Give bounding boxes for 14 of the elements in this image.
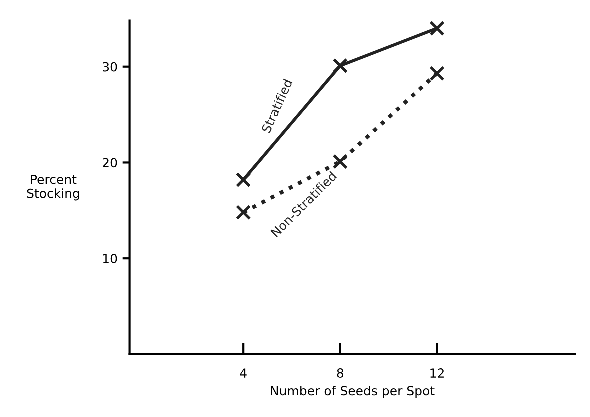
point [332, 154, 348, 170]
y-tick-label: 30 [103, 62, 118, 72]
point [430, 20, 445, 36]
point [236, 204, 252, 220]
point [332, 58, 348, 74]
x-tick-label: 4 [240, 368, 247, 378]
y-tick-label: 10 [103, 254, 118, 264]
y-axis-title: Percent Stocking [27, 174, 80, 201]
x-tick-label: 8 [337, 368, 344, 378]
x-tick-label: 12 [430, 368, 444, 378]
point [236, 172, 252, 188]
point [430, 66, 445, 82]
x-axis-title: Number of Seeds per Spot [271, 386, 435, 398]
y-tick-label: 20 [103, 158, 118, 168]
